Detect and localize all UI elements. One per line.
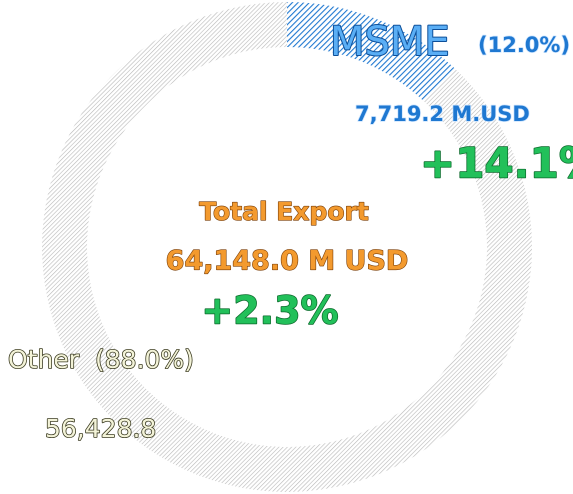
slice-label: Other xyxy=(8,345,80,374)
slice-percent: (88.0%) xyxy=(95,345,194,374)
center-value: 64,148.0 M USD xyxy=(166,246,409,277)
wedge xyxy=(287,2,455,102)
slice-amount: 56,428.8 xyxy=(45,414,156,443)
donut xyxy=(42,2,533,492)
center-title: Total Export xyxy=(199,197,369,226)
slice-amount: 7,719.2 M.USD xyxy=(355,102,530,126)
center-change: +2.3% xyxy=(201,289,338,333)
slice-change: +14.1% xyxy=(420,139,573,188)
slice-label: MSME xyxy=(330,19,450,65)
slice-percent: (12.0%) xyxy=(478,33,570,57)
